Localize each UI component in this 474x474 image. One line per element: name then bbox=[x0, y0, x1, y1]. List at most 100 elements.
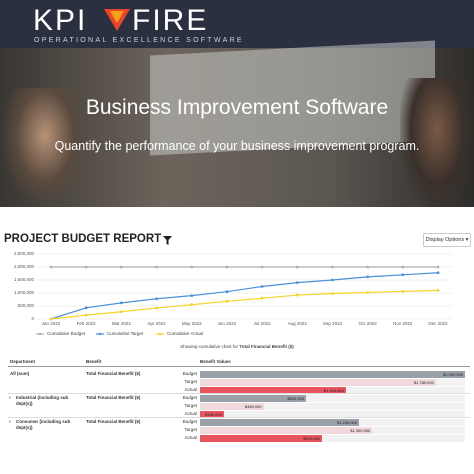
legend-label: Cumulative Target bbox=[107, 331, 144, 336]
value-bar bbox=[200, 411, 224, 418]
data-point bbox=[436, 271, 440, 275]
data-point bbox=[260, 265, 264, 269]
data-point bbox=[225, 290, 229, 294]
row-divider bbox=[8, 417, 470, 418]
data-point bbox=[366, 265, 370, 269]
bar-track bbox=[200, 395, 465, 402]
data-point bbox=[366, 275, 370, 279]
hero-title: Business Improvement Software bbox=[85, 96, 389, 119]
benefit: Total Financial Benefit ($) bbox=[86, 395, 141, 400]
x-tick-label: Sep 2022 bbox=[323, 321, 343, 326]
value-bar bbox=[200, 403, 264, 410]
filter-icon[interactable] bbox=[163, 236, 172, 245]
x-tick-label: May 2022 bbox=[182, 321, 202, 326]
data-point bbox=[190, 265, 194, 269]
bar-track bbox=[200, 411, 465, 418]
data-point bbox=[295, 281, 299, 284]
button-label: Display Options bbox=[425, 237, 465, 243]
bar-label: Budget bbox=[182, 419, 197, 424]
logo-icon bbox=[104, 9, 130, 31]
data-point bbox=[401, 290, 405, 293]
department: All (sum) bbox=[10, 371, 30, 376]
column-header: Department bbox=[10, 359, 36, 364]
data-point bbox=[190, 294, 194, 297]
person bbox=[400, 78, 474, 207]
value-label: $800,000 bbox=[287, 396, 304, 401]
display-options-button[interactable]: Display Options ▾ bbox=[423, 233, 471, 247]
value-bar bbox=[200, 395, 306, 402]
bar-label: Actual bbox=[184, 435, 197, 440]
x-tick-label: Feb 2022 bbox=[77, 321, 97, 326]
caption: Showing cumulative chart for Total Finan… bbox=[0, 344, 474, 349]
x-tick-label: Mar 2022 bbox=[112, 321, 132, 326]
column-header: Benefit Values bbox=[200, 359, 231, 364]
header: KPI FIRE OPERATIONAL EXCELLENCE SOFTWARE bbox=[0, 0, 474, 48]
data-point bbox=[119, 310, 123, 314]
y-tick-label: 2,500,000 bbox=[14, 251, 35, 256]
y-tick-label: 2,000,000 bbox=[14, 264, 35, 269]
caption-text: Showing cumulative chart for bbox=[180, 344, 239, 349]
y-tick-label: 1,000,000 bbox=[14, 290, 35, 295]
chart: 0 500,000 1,000,000 1,500,000 2,000,000 2,500… bbox=[14, 251, 452, 336]
table: Department Benefit Benefit Values All (sum)… bbox=[0, 356, 474, 474]
benefit: Total Financial Benefit ($) bbox=[86, 371, 141, 376]
x-tick-label: Jun 2022 bbox=[218, 321, 237, 326]
y-tick-label: 0 bbox=[31, 316, 34, 321]
x-tick-label: Apr 2022 bbox=[147, 321, 166, 326]
data-point bbox=[295, 293, 299, 297]
data-point bbox=[119, 265, 123, 269]
y-tick-label: 1,500,000 bbox=[14, 277, 35, 282]
value-bar bbox=[200, 435, 322, 442]
value-bar bbox=[200, 427, 373, 434]
legend-label: Cumulative Actual bbox=[167, 331, 203, 336]
value-label: $480,000 bbox=[244, 404, 262, 409]
tagline: OPERATIONAL EXCELLENCE SOFTWARE bbox=[34, 37, 244, 44]
department: Industrial (including sub dept(s)) bbox=[16, 395, 69, 406]
bar-track bbox=[200, 435, 465, 442]
data-point bbox=[49, 317, 53, 321]
data-point bbox=[436, 265, 440, 269]
value-bar bbox=[200, 371, 465, 378]
data-point bbox=[295, 265, 299, 269]
bar-label: Target bbox=[184, 379, 197, 384]
data-point bbox=[84, 306, 88, 310]
data-point bbox=[119, 301, 123, 305]
series-line bbox=[50, 289, 439, 320]
caption-emphasis: Total Financial Benefit ($) bbox=[239, 344, 294, 349]
report-title: PROJECT BUDGET REPORT bbox=[4, 233, 162, 245]
data-point bbox=[190, 303, 194, 307]
value-label: $1,300,000 bbox=[350, 428, 371, 433]
value-label: $180,000 bbox=[205, 412, 222, 417]
x-tick-label: Dec 2022 bbox=[428, 321, 448, 326]
value-label: $2,000,000 bbox=[442, 372, 463, 377]
department: Consumer (including sub dept(s)) bbox=[16, 419, 71, 430]
value-bar bbox=[200, 379, 436, 386]
expand-icon[interactable]: › bbox=[9, 395, 11, 401]
column-header: Benefit bbox=[86, 359, 102, 364]
data-point bbox=[401, 273, 405, 277]
row-divider bbox=[8, 393, 470, 394]
x-tick-label: Aug 2022 bbox=[288, 321, 308, 326]
x-tick-label: Nov 2022 bbox=[393, 321, 413, 326]
data-point bbox=[331, 278, 334, 282]
value-bar bbox=[200, 419, 359, 426]
data-point bbox=[155, 265, 158, 269]
legend-marker bbox=[158, 332, 162, 336]
series-line bbox=[50, 272, 439, 320]
data-point bbox=[331, 265, 334, 269]
x-tick-label: Jan 2022 bbox=[42, 321, 61, 326]
data-point bbox=[436, 289, 440, 292]
hero-subtitle: Quantify the performance of your busines… bbox=[54, 139, 420, 153]
value-label: $1,100,000 bbox=[323, 388, 344, 393]
expand-icon[interactable]: › bbox=[9, 419, 11, 425]
data-point bbox=[84, 313, 88, 317]
divider bbox=[8, 366, 470, 367]
value-label: $1,200,000 bbox=[336, 420, 357, 425]
data-point bbox=[401, 265, 405, 269]
logo-right: FIRE bbox=[132, 4, 209, 37]
bar-track bbox=[200, 403, 465, 410]
data-point bbox=[331, 292, 334, 295]
bar-label: Actual bbox=[184, 411, 197, 416]
x-tick-label: Jul 2022 bbox=[254, 321, 272, 326]
